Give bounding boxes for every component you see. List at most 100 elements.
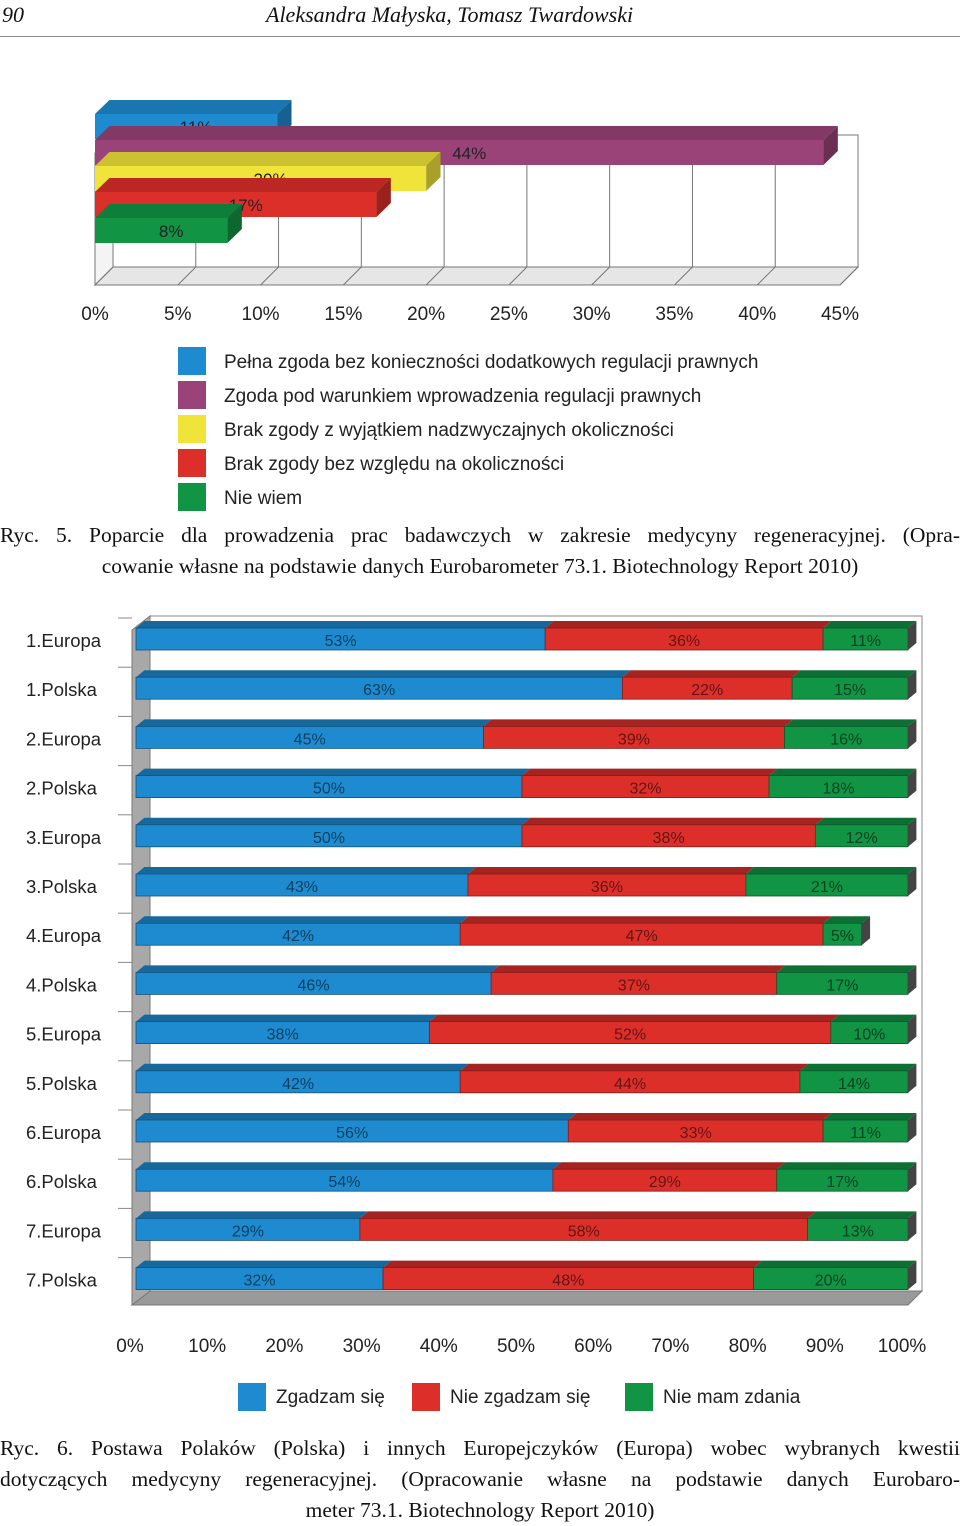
fig5-x-tick-label: 5% xyxy=(164,304,192,325)
fig6-bar-top xyxy=(776,1162,917,1170)
fig6-bar-top xyxy=(799,1063,917,1071)
fig5-plot-area: 0%5%10%15%20%25%30%35%40%45%11%44%20%17%… xyxy=(81,100,860,511)
fig5-legend-label: Zgoda pod warunkiem wprowadzenia regulac… xyxy=(224,386,701,407)
fig6-bar-top xyxy=(830,1014,917,1022)
fig6-bar-top xyxy=(460,1063,809,1071)
fig6-category-label: 1.Polska xyxy=(26,679,98,700)
fig6-bar-top xyxy=(136,1162,562,1170)
fig6-data-label: 42% xyxy=(282,928,314,945)
fig6-bar-end xyxy=(908,1063,917,1093)
fig6-bar-top xyxy=(815,817,917,825)
fig6-category-label: 5.Europa xyxy=(26,1024,102,1045)
fig6-data-label: 45% xyxy=(294,731,326,748)
fig6-data-label: 50% xyxy=(313,830,345,847)
fig5-bar-top xyxy=(95,178,391,192)
fig6-data-label: 36% xyxy=(591,879,623,896)
fig6-x-tick-label: 80% xyxy=(729,1336,767,1357)
fig5-x-tick-label: 30% xyxy=(573,304,611,325)
fig6-bar-top xyxy=(522,817,824,825)
figure-6-caption-line-1: Ryc. 6. Postawa Polaków (Polska) i innyc… xyxy=(0,1436,960,1460)
fig6-floor xyxy=(130,1290,924,1306)
fig6-bar-top xyxy=(753,1260,917,1268)
fig6-data-label: 32% xyxy=(244,1273,276,1290)
fig6-data-label: 50% xyxy=(313,781,345,798)
figure-6-caption: Ryc. 6. Postawa Polaków (Polska) i innyc… xyxy=(0,1433,960,1526)
fig6-data-label: 38% xyxy=(267,1027,299,1044)
fig5-gridline-floor xyxy=(839,266,859,286)
fig5-gridline-floor xyxy=(342,266,362,286)
fig5-bar-side xyxy=(426,152,441,191)
fig6-bar-top xyxy=(383,1260,762,1268)
fig5-data-label: 44% xyxy=(452,144,486,163)
fig6-data-label: 43% xyxy=(286,879,318,896)
fig6-bar-top xyxy=(491,965,786,973)
fig6-data-label: 37% xyxy=(618,977,650,994)
fig6-bar-top xyxy=(745,867,917,874)
page-number: 90 xyxy=(2,2,24,27)
fig5-gridline-floor xyxy=(508,266,528,286)
fig5-x-tick-label: 0% xyxy=(81,304,109,325)
fig5-x-tick-label: 40% xyxy=(738,304,776,325)
figure-5-caption: Ryc. 5. Poparcie dla prowadzenia prac ba… xyxy=(0,520,960,582)
fig6-data-label: 29% xyxy=(232,1223,264,1240)
fig6-data-label: 52% xyxy=(614,1027,646,1044)
fig6-data-label: 12% xyxy=(846,830,878,847)
fig6-category-label: 4.Europa xyxy=(26,925,102,946)
fig5-bar-top xyxy=(95,100,292,114)
fig6-bar-top xyxy=(483,719,793,727)
figure-5-chart: 0%5%10%15%20%25%30%35%40%45%11%44%20%17%… xyxy=(81,100,860,511)
fig6-category-label: 7.Polska xyxy=(26,1270,98,1291)
fig6-x-tick-label: 20% xyxy=(265,1336,303,1357)
figure-6-caption-line-2: dotyczących medycyny regeneracyjnej. (Op… xyxy=(0,1467,960,1491)
fig6-bar-top xyxy=(467,867,755,874)
fig5-gridline-floor xyxy=(177,266,197,286)
fig6-data-label: 29% xyxy=(649,1174,681,1191)
fig6-data-label: 53% xyxy=(325,633,357,650)
fig6-bar-top xyxy=(136,1063,469,1071)
fig6-bar-top xyxy=(136,1113,577,1120)
fig6-x-tick-label: 0% xyxy=(116,1336,144,1357)
fig5-x-tick-label: 15% xyxy=(324,304,362,325)
fig6-category-label: 7.Europa xyxy=(26,1220,102,1241)
running-head-authors: Aleksandra Małyska, Tomasz Twardowski xyxy=(266,2,634,27)
fig6-bar-top xyxy=(823,1113,917,1120)
fig6-bar-end xyxy=(908,1113,917,1142)
fig6-bar-end xyxy=(908,965,917,995)
fig5-x-tick-label: 25% xyxy=(490,304,528,325)
fig6-bar-end xyxy=(908,1211,917,1241)
fig6-bar-end xyxy=(908,719,917,749)
fig6-category-label: 5.Polska xyxy=(26,1073,98,1094)
fig6-bar-end xyxy=(908,768,917,798)
fig6-data-label: 13% xyxy=(842,1223,874,1240)
page-header: 90 Aleksandra Małyska, Tomasz Twardowski xyxy=(0,0,960,37)
fig6-x-tick-label: 100% xyxy=(878,1336,927,1357)
fig5-gridline-floor xyxy=(94,266,114,286)
fig6-category-label: 4.Polska xyxy=(26,974,98,995)
fig6-legend-label: Nie zgadzam się xyxy=(450,1387,590,1408)
fig6-left-wall xyxy=(131,614,151,1307)
fig6-bar-top xyxy=(136,1014,438,1022)
fig6-data-label: 39% xyxy=(618,731,650,748)
fig6-data-label: 20% xyxy=(815,1273,847,1290)
fig5-gridline-floor xyxy=(591,266,611,286)
fig6-bar-top xyxy=(823,916,871,924)
fig5-data-label: 8% xyxy=(159,222,184,241)
figure-6-caption-line-3: meter 73.1. Biotechnology Report 2010) xyxy=(305,1498,655,1522)
fig5-legend-label: Brak zgody bez względu na okoliczności xyxy=(224,454,564,475)
fig6-bar-top xyxy=(136,621,554,628)
fig6-data-label: 11% xyxy=(850,633,881,650)
fig6-legend-swatch xyxy=(238,1383,266,1411)
fig6-data-label: 32% xyxy=(630,781,662,798)
fig5-bar-top xyxy=(95,126,838,140)
fig6-bar-top xyxy=(136,670,631,678)
figure-5-caption-line-2: cowanie własne na podstawie danych Eurob… xyxy=(101,554,859,578)
fig6-bar-top xyxy=(460,916,832,924)
fig6-bar-top xyxy=(522,768,778,776)
fig6-data-label: 56% xyxy=(336,1125,368,1142)
fig6-data-label: 38% xyxy=(653,830,685,847)
fig6-bar-end xyxy=(908,670,917,700)
fig6-bar-top xyxy=(136,916,469,924)
fig6-bar-top xyxy=(568,1113,832,1120)
fig6-bar-top xyxy=(807,1211,917,1219)
fig6-data-label: 44% xyxy=(614,1076,646,1093)
